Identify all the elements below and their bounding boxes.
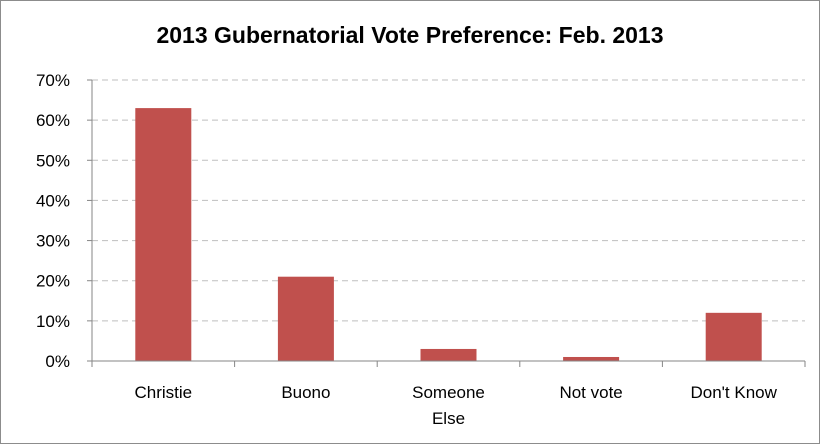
- y-tick-label: 40%: [36, 191, 70, 210]
- y-tick-label: 60%: [36, 111, 70, 130]
- y-tick-label: 30%: [36, 232, 70, 251]
- chart-title: 2013 Gubernatorial Vote Preference: Feb.…: [156, 22, 664, 48]
- bar: [563, 356, 620, 361]
- y-tick-label: 70%: [36, 71, 70, 90]
- x-category-label: Buono: [281, 383, 330, 402]
- bar: [135, 108, 192, 361]
- x-category-label: Christie: [134, 383, 192, 402]
- bar: [277, 276, 334, 361]
- y-tick-label: 0%: [45, 352, 70, 371]
- y-tick-label: 10%: [36, 312, 70, 331]
- bar: [420, 348, 477, 361]
- x-category-label: Else: [432, 409, 465, 428]
- bar: [705, 312, 762, 361]
- x-category-label: Not vote: [559, 383, 622, 402]
- y-tick-label: 50%: [36, 151, 70, 170]
- y-tick-label: 20%: [36, 272, 70, 291]
- x-category-label: Don't Know: [690, 383, 777, 402]
- x-category-label: Someone: [412, 383, 485, 402]
